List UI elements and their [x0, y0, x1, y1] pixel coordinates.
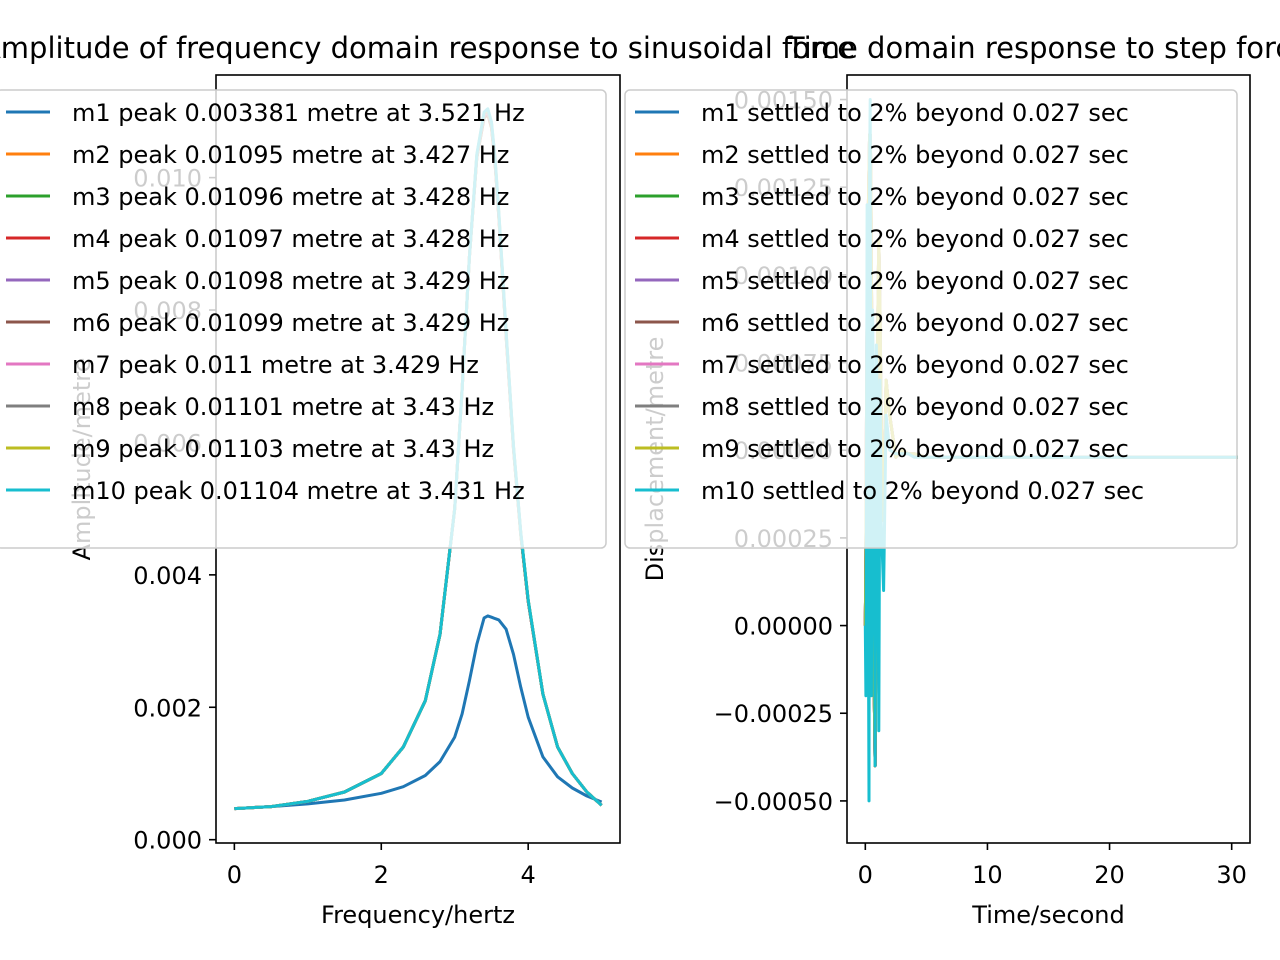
y-tick-label: 0.004	[133, 562, 202, 590]
legend-box	[0, 89, 607, 549]
x-tick-label: 4	[521, 861, 536, 889]
legend-entry-6: m6 settled to 2% beyond 0.027 sec	[701, 309, 1129, 337]
legend-entry-4: m4 peak 0.01097 metre at 3.428 Hz	[72, 225, 509, 253]
legend-entry-3: m3 settled to 2% beyond 0.027 sec	[701, 183, 1129, 211]
legend-entry-5: m5 settled to 2% beyond 0.027 sec	[701, 267, 1129, 295]
legend-entry-2: m2 peak 0.01095 metre at 3.427 Hz	[72, 141, 509, 169]
legend-entry-5: m5 peak 0.01098 metre at 3.429 Hz	[72, 267, 509, 295]
x-tick-label: 2	[374, 861, 389, 889]
legend: m1 peak 0.003381 metre at 3.521 Hz m2 pea…	[0, 89, 607, 549]
legend: m1 settled to 2% beyond 0.027 sec m2 sett…	[624, 89, 1238, 549]
legend-entry-7: m7 settled to 2% beyond 0.027 sec	[701, 351, 1129, 379]
legend-entry-1: m1 settled to 2% beyond 0.027 sec	[701, 99, 1129, 127]
x-axis-label: Frequency/hertz	[321, 901, 515, 929]
chart-title: Time domain response to step force	[786, 31, 1280, 65]
legend-entry-7: m7 peak 0.011 metre at 3.429 Hz	[72, 351, 479, 379]
subplot-2: 0102030−0.00050−0.000250.000000.000250.0…	[624, 31, 1280, 929]
legend-entry-8: m8 settled to 2% beyond 0.027 sec	[701, 393, 1129, 421]
x-tick-label: 10	[972, 861, 1003, 889]
legend-entry-8: m8 peak 0.01101 metre at 3.43 Hz	[72, 393, 494, 421]
legend-box	[624, 89, 1238, 549]
legend-entry-10: m10 peak 0.01104 metre at 3.431 Hz	[72, 477, 525, 505]
x-axis-label: Time/second	[971, 901, 1124, 929]
legend-entry-1: m1 peak 0.003381 metre at 3.521 Hz	[72, 99, 525, 127]
y-tick-label: 0.000	[133, 827, 202, 855]
y-tick-label: 0.002	[133, 694, 202, 722]
legend-entry-3: m3 peak 0.01096 metre at 3.428 Hz	[72, 183, 509, 211]
y-tick-label: 0.00000	[734, 613, 833, 641]
legend-entry-10: m10 settled to 2% beyond 0.027 sec	[701, 477, 1144, 505]
legend-entry-2: m2 settled to 2% beyond 0.027 sec	[701, 141, 1129, 169]
legend-entry-6: m6 peak 0.01099 metre at 3.429 Hz	[72, 309, 509, 337]
legend-entry-9: m9 peak 0.01103 metre at 3.43 Hz	[72, 435, 494, 463]
subplot-1: 0240.0000.0020.0040.0060.0080.010Frequen…	[0, 31, 855, 929]
y-tick-label: −0.00025	[714, 700, 833, 728]
x-tick-label: 30	[1216, 861, 1247, 889]
legend-entry-9: m9 settled to 2% beyond 0.027 sec	[701, 435, 1129, 463]
series-line-1	[234, 614, 603, 811]
chart-title: Amplitude of frequency domain response t…	[0, 31, 855, 65]
y-tick-label: −0.00050	[714, 788, 833, 816]
x-tick-label: 20	[1094, 861, 1125, 889]
x-tick-label: 0	[858, 861, 873, 889]
x-tick-label: 0	[227, 861, 242, 889]
legend-entry-4: m4 settled to 2% beyond 0.027 sec	[701, 225, 1129, 253]
